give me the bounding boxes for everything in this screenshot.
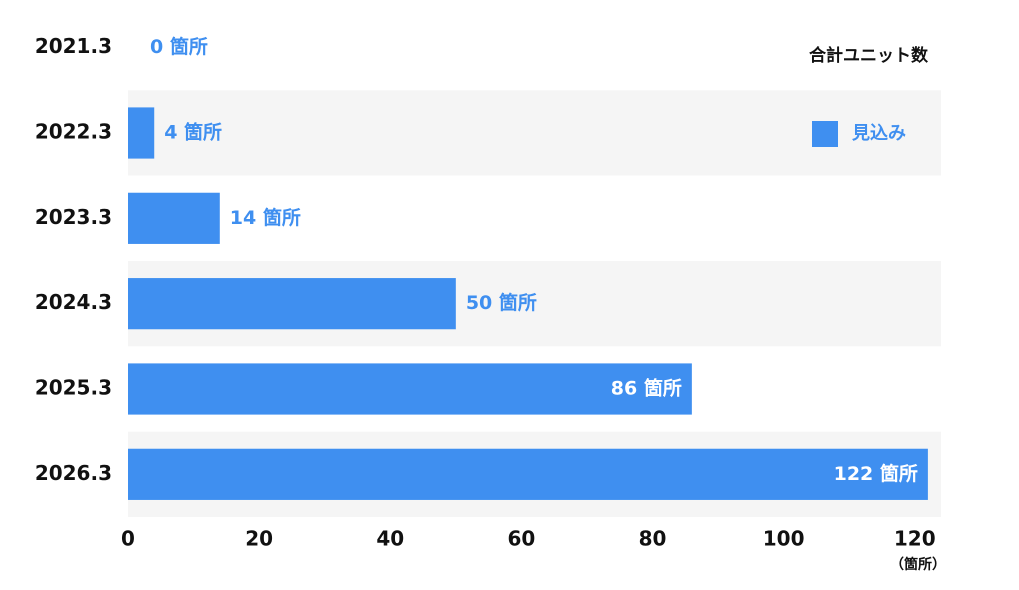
y-tick-label: 2021.3 [35, 34, 112, 58]
plot-background [128, 5, 941, 517]
row-stripe [128, 90, 941, 176]
x-tick-label: 60 [507, 527, 535, 551]
x-tick-label: 80 [639, 527, 667, 551]
chart-title: 合計ユニット数 [809, 45, 929, 66]
legend-label: 見込み [851, 123, 906, 144]
value-label: 4 箇所 [164, 121, 222, 144]
x-tick-label: 0 [121, 527, 135, 551]
value-label: 122 箇所 [834, 462, 918, 485]
value-label: 0 箇所 [150, 35, 208, 58]
y-tick-label: 2022.3 [35, 120, 112, 144]
bar [128, 192, 220, 244]
axis-unit: （箇所） [890, 556, 946, 573]
bar [128, 448, 928, 500]
row-stripe [128, 175, 941, 261]
x-tick-label: 20 [245, 527, 273, 551]
y-tick-label: 2026.3 [35, 461, 112, 485]
bar [128, 278, 456, 330]
y-tick-label: 2024.3 [35, 290, 112, 314]
bar [128, 363, 692, 415]
bar [128, 107, 155, 159]
value-label: 86 箇所 [611, 377, 682, 400]
x-tick-label: 120 [894, 527, 936, 551]
value-label: 14 箇所 [230, 206, 301, 229]
legend-swatch [812, 121, 838, 147]
row-stripe [128, 5, 941, 91]
x-tick-label: 100 [763, 527, 805, 551]
y-tick-label: 2025.3 [35, 376, 112, 400]
y-tick-label: 2023.3 [35, 205, 112, 229]
x-tick-label: 40 [376, 527, 404, 551]
value-label: 50 箇所 [466, 291, 537, 314]
